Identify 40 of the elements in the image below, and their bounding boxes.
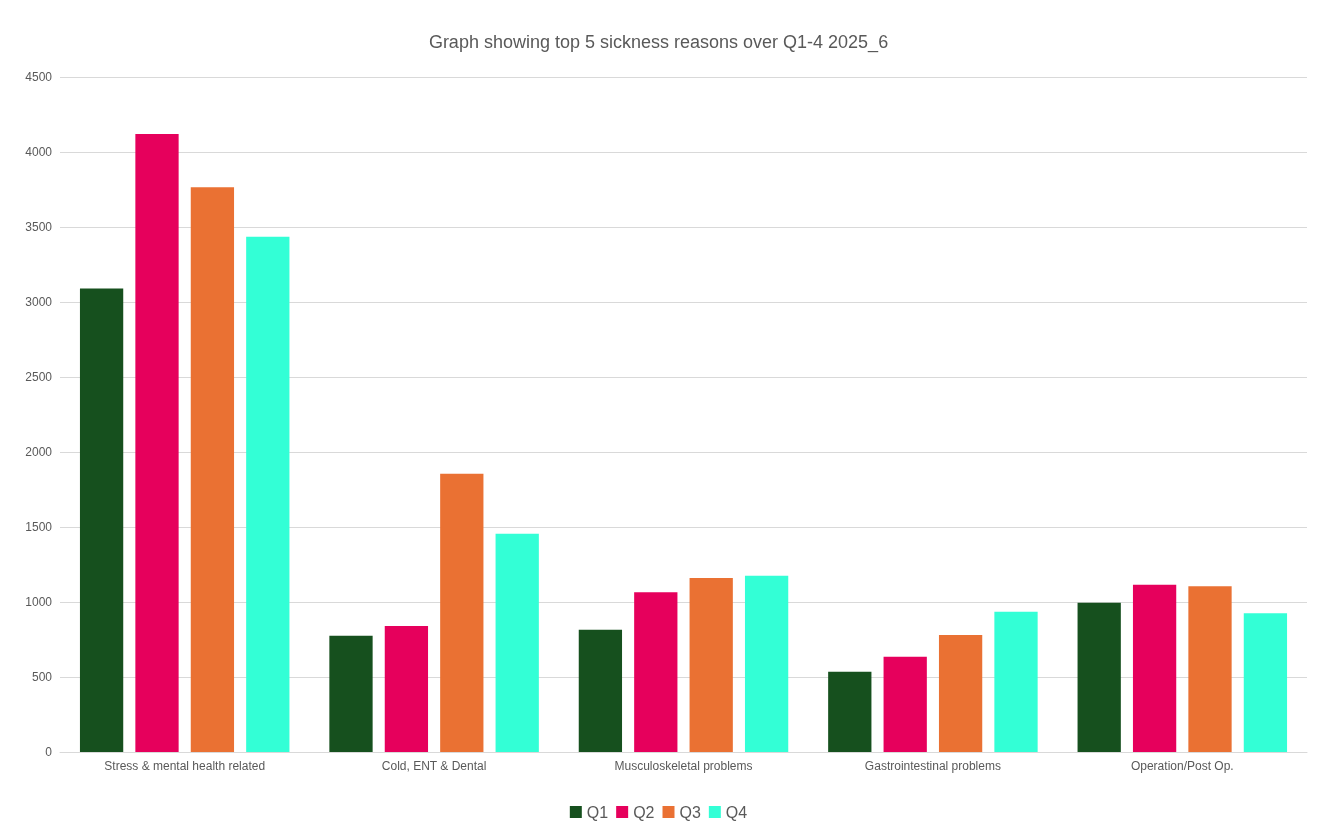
- chart-title: Graph showing top 5 sickness reasons over Q1-4 2025_6: [428, 32, 889, 53]
- y-tick-label: 2500: [25, 370, 53, 384]
- y-tick-label: 1500: [25, 520, 53, 534]
- y-tick-label: 4500: [25, 70, 53, 84]
- legend-label: Q4: [725, 803, 748, 821]
- x-tick-label: Stress & mental health related: [104, 759, 266, 773]
- bar: [440, 473, 484, 752]
- bar: [384, 626, 429, 752]
- bar: [578, 629, 623, 752]
- bar: [329, 635, 373, 752]
- y-tick-label: 0: [45, 745, 53, 759]
- y-tick-label: 3000: [25, 295, 53, 309]
- bar: [1077, 602, 1121, 752]
- bar: [744, 575, 789, 752]
- bar: [190, 187, 235, 752]
- bar: [1188, 586, 1232, 752]
- bar: [689, 578, 733, 752]
- x-tick-label: Musculoskeletal problems: [614, 759, 753, 773]
- y-tick-label: 4000: [25, 145, 53, 159]
- bar: [883, 656, 927, 752]
- y-tick-label: 1000: [25, 595, 53, 609]
- bar: [495, 533, 539, 752]
- y-tick-label: 3500: [25, 220, 53, 234]
- bar: [828, 671, 872, 752]
- y-tick-label: 2000: [25, 445, 53, 459]
- y-tick-label: 500: [31, 670, 53, 684]
- x-tick-label: Gastrointestinal problems: [864, 759, 1001, 773]
- bar: [1243, 613, 1288, 752]
- bar: [994, 611, 1038, 752]
- legend-label: Q2: [633, 803, 655, 821]
- bar: [135, 134, 179, 752]
- bar: [634, 592, 678, 752]
- bar: [1132, 584, 1177, 752]
- x-tick-label: Cold, ENT & Dental: [381, 759, 487, 773]
- legend-label: Q1: [586, 803, 609, 821]
- bar: [938, 635, 983, 752]
- x-tick-label: Operation/Post Op.: [1130, 759, 1234, 773]
- bar: [246, 236, 290, 752]
- legend-label: Q3: [679, 803, 701, 821]
- bar: [79, 288, 124, 752]
